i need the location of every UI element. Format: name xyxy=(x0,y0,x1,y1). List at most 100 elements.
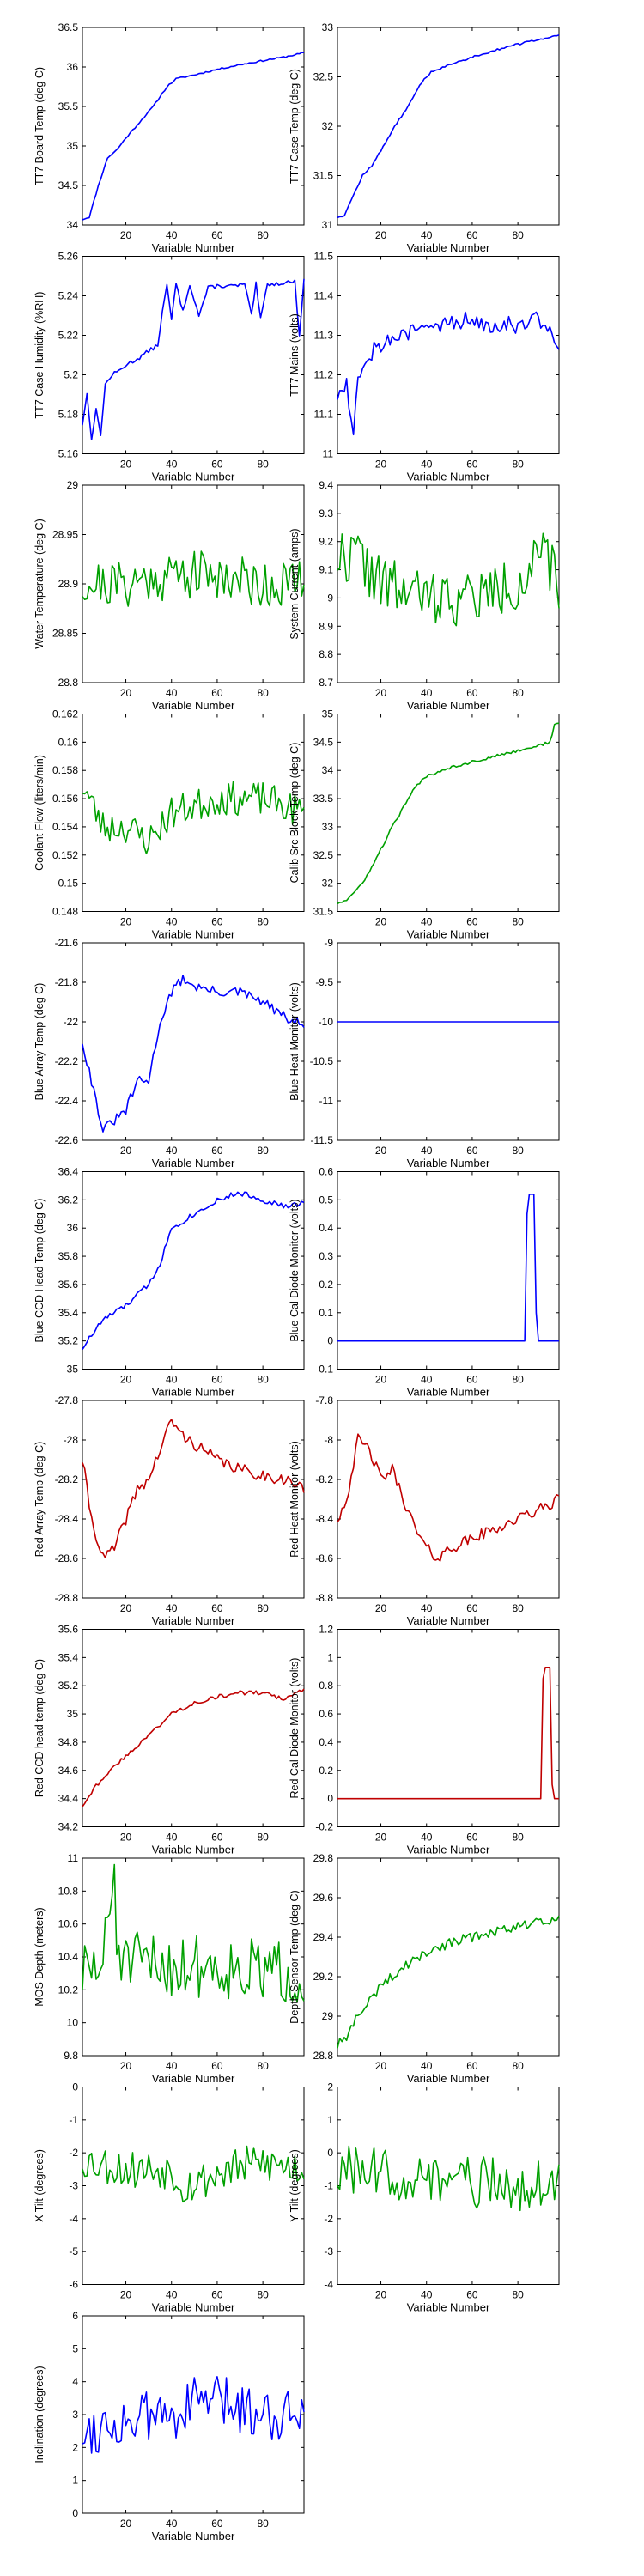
plot-area xyxy=(337,27,560,226)
x-axis-label: Variable Number xyxy=(152,2530,235,2543)
y-tick-label: -8.4 xyxy=(315,1513,333,1525)
y-tick-label: 11.3 xyxy=(314,330,334,342)
y-tick-label: 1 xyxy=(327,1651,333,1663)
y-tick-label: -0.1 xyxy=(315,1364,333,1376)
x-tick-label: 80 xyxy=(512,229,524,241)
y-tick-label: -11 xyxy=(319,1095,334,1107)
x-tick-label: 40 xyxy=(166,2060,178,2072)
y-axis-label: Blue Array Temp (deg C) xyxy=(33,983,46,1101)
x-tick-label: 80 xyxy=(257,229,269,241)
y-tick-label: 34.6 xyxy=(58,1765,79,1777)
y-tick-label: 36.5 xyxy=(58,21,79,33)
y-tick-label: 11.4 xyxy=(314,290,334,302)
chart-panel: 5.16 5.18 5.2 5.22 5.24 5.26 20 40 60 80 Variable … xyxy=(33,251,305,483)
y-tick-label: -0.2 xyxy=(315,1821,333,1833)
y-tick-label: 35 xyxy=(322,708,334,720)
y-tick-label: 28.85 xyxy=(52,628,78,640)
x-tick-label: 80 xyxy=(512,459,524,471)
y-tick-label: 33 xyxy=(322,821,334,833)
y-tick-label: 6 xyxy=(72,2310,78,2322)
y-tick-label: -1 xyxy=(69,2114,78,2126)
series-line xyxy=(337,2145,560,2212)
x-axis-label: Variable Number xyxy=(407,1614,490,1627)
y-tick-label: 35 xyxy=(67,1708,79,1720)
x-axis-label: Variable Number xyxy=(407,2072,490,2085)
y-tick-label: -8.8 xyxy=(315,1592,333,1604)
y-tick-label: -2 xyxy=(324,2213,333,2225)
y-axis-label: Water Temperature (deg C) xyxy=(33,519,46,648)
y-tick-label: 33 xyxy=(322,21,334,33)
x-tick-label: 60 xyxy=(211,1832,223,1844)
y-tick-label: 8.8 xyxy=(319,648,333,660)
x-tick-label: 80 xyxy=(257,2060,269,2072)
x-tick-label: 80 xyxy=(257,916,269,928)
y-tick-label: 35.4 xyxy=(58,1307,79,1319)
series-line xyxy=(337,532,560,627)
series-line xyxy=(337,33,560,219)
y-tick-label: 0.15 xyxy=(58,878,79,890)
y-tick-label: 9.1 xyxy=(319,564,333,576)
y-tick-label: 11.2 xyxy=(314,369,334,381)
x-tick-label: 20 xyxy=(120,1602,132,1614)
chart-panel: -11.5 -11 -10.5 -10 -9.5 -9 20 40 60 80 Variable N… xyxy=(289,937,560,1170)
chart-panel: -28.8 -28.6 -28.4 -28.2 -28 -27.8 20 40 60 80 Vari… xyxy=(33,1394,305,1627)
plot-area xyxy=(337,256,560,454)
chart-panel: 34.2 34.4 34.6 34.8 35 35.2 35.4 35.6 20 40 60 80 Va… xyxy=(33,1624,305,1856)
x-tick-label: 20 xyxy=(375,1374,387,1386)
chart-panel: 31.5 32 32.5 33 33.5 34 34.5 35 20 40 60 80 Variable… xyxy=(289,708,560,941)
plot-area xyxy=(82,256,305,454)
y-tick-label: 10 xyxy=(67,2017,79,2029)
series-line xyxy=(337,1667,559,1800)
series-line xyxy=(82,1419,305,1558)
y-tick-label: 0.2 xyxy=(319,1765,333,1777)
y-tick-label: 0.148 xyxy=(52,906,78,918)
y-tick-label: 31.5 xyxy=(313,906,334,918)
y-tick-label: 0 xyxy=(72,2081,78,2093)
x-tick-label: 20 xyxy=(120,916,132,928)
y-tick-label: 35.2 xyxy=(58,1680,79,1692)
y-tick-label: -9 xyxy=(324,937,333,949)
x-tick-label: 80 xyxy=(257,687,269,699)
y-axis-label: Inclination (degrees) xyxy=(33,2366,46,2463)
y-axis-label: TT7 Case Temp (deg C) xyxy=(289,69,301,184)
chart-panel: 28.8 28.85 28.9 28.95 29 20 40 60 80 Variable Num… xyxy=(33,479,305,712)
x-tick-label: 40 xyxy=(166,687,178,699)
y-tick-label: 32.5 xyxy=(313,71,334,83)
y-tick-label: 11 xyxy=(68,1852,79,1864)
x-tick-label: 60 xyxy=(466,2289,478,2301)
x-tick-label: 40 xyxy=(421,687,433,699)
x-tick-label: 40 xyxy=(166,1145,178,1157)
y-tick-label: 5.22 xyxy=(58,330,79,342)
x-tick-label: 80 xyxy=(512,2289,524,2301)
y-axis-label: Red CCD head temp (deg C) xyxy=(33,1659,46,1797)
y-tick-label: 9.8 xyxy=(64,2050,78,2062)
chart-panel: -4 -3 -2 -1 0 1 2 20 40 60 80 Variable Number Y Tilt… xyxy=(289,2081,560,2314)
y-tick-label: 0.1 xyxy=(319,1307,333,1319)
y-tick-label: -28.8 xyxy=(55,1592,79,1604)
y-axis-label: TT7 Mains (volts) xyxy=(289,313,301,397)
y-tick-label: 0.152 xyxy=(52,849,78,861)
y-tick-label: 33.5 xyxy=(313,793,334,805)
plot-area xyxy=(337,942,560,1141)
y-tick-label: 28.8 xyxy=(313,2050,334,2062)
y-tick-label: -22.6 xyxy=(55,1134,79,1146)
y-tick-label: 29.2 xyxy=(313,1971,334,1983)
plot-area xyxy=(337,1629,560,1827)
x-tick-label: 20 xyxy=(120,2289,132,2301)
y-tick-label: 35.2 xyxy=(58,1335,79,1347)
series-line xyxy=(82,2376,305,2454)
y-tick-label: -5 xyxy=(69,2245,78,2257)
x-tick-label: 60 xyxy=(466,687,478,699)
x-tick-label: 20 xyxy=(375,229,387,241)
x-axis-label: Variable Number xyxy=(152,1386,235,1399)
y-tick-label: 5.16 xyxy=(58,448,79,460)
x-axis-label: Variable Number xyxy=(152,1157,235,1170)
y-tick-label: 8.9 xyxy=(319,620,333,632)
y-tick-label: 10.2 xyxy=(58,1984,79,1996)
chart-panel: 0 1 2 3 4 5 6 20 40 60 80 Variable Number Inclinatio… xyxy=(33,2310,305,2543)
y-tick-label: 0.4 xyxy=(319,1222,333,1234)
y-tick-label: 34.5 xyxy=(313,736,334,748)
y-tick-label: 11.1 xyxy=(314,409,334,421)
x-tick-label: 20 xyxy=(375,1145,387,1157)
y-tick-label: 31 xyxy=(322,219,334,231)
